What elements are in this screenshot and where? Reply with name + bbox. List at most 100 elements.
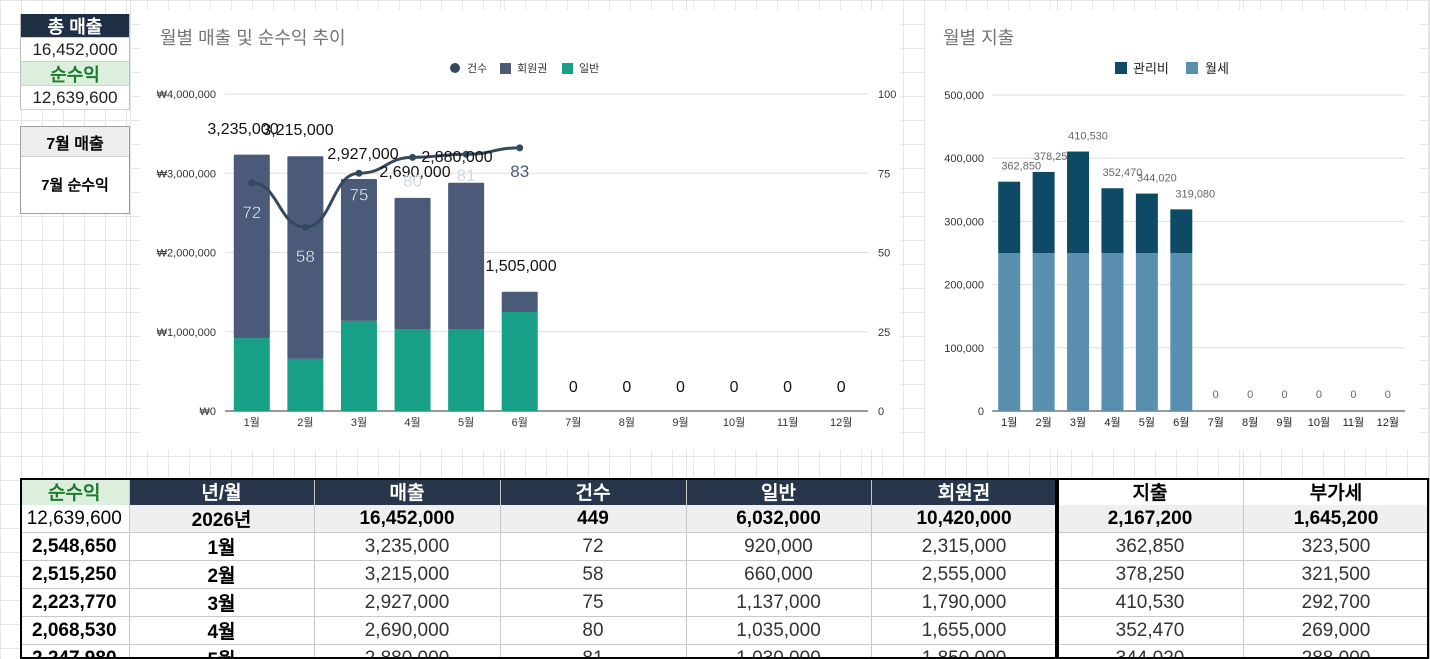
table-cell[interactable]: 2,555,000 xyxy=(871,560,1058,589)
total-label: 3,235,000 xyxy=(207,121,278,138)
sales-chart-svg: 건수 회원권 일반 ₩4,000,000 100 ₩3,000,000 75 ₩2,000,0… xyxy=(157,61,897,429)
table-cell[interactable]: 3,235,000 xyxy=(314,532,501,561)
y-right-tick: 50 xyxy=(878,248,890,260)
header-cell[interactable]: 매출 xyxy=(314,478,501,505)
table-cell[interactable]: 1,035,000 xyxy=(686,616,872,645)
total-label: 0 xyxy=(730,379,739,396)
bar-rent xyxy=(1101,253,1124,411)
table-cell[interactable]: 2,515,250 xyxy=(20,560,130,589)
header-cell[interactable]: 부가세 xyxy=(1243,478,1430,505)
total-cell[interactable]: 6,032,000 xyxy=(686,505,872,533)
table-cell[interactable]: 1,655,000 xyxy=(871,616,1058,645)
table-cell[interactable]: 2,880,000 xyxy=(314,644,501,659)
legend-label: 건수 xyxy=(467,62,487,75)
total-sales-label[interactable]: 총 매출 xyxy=(20,14,130,38)
y-tick: 400,000 xyxy=(944,153,984,165)
total-label: 344,020 xyxy=(1137,173,1177,185)
count-label: 72 xyxy=(242,203,261,222)
table-cell[interactable]: 58 xyxy=(500,560,687,589)
table-cell[interactable]: 362,850 xyxy=(1057,532,1244,561)
bar-membership xyxy=(233,154,270,339)
sales-chart-title: 월별 매출 및 순수익 추이 xyxy=(160,28,346,48)
x-tick-label: 7월 xyxy=(1208,416,1224,429)
count-point xyxy=(301,223,309,231)
bar-general xyxy=(340,320,377,411)
table-cell[interactable]: 1월 xyxy=(129,532,315,561)
x-tick-label: 4월 xyxy=(404,416,420,429)
total-cell[interactable]: 1,645,200 xyxy=(1243,505,1430,533)
table-cell[interactable]: 2,315,000 xyxy=(871,532,1058,561)
table-cell[interactable]: 2,548,650 xyxy=(20,532,130,561)
header-cell[interactable]: 년/월 xyxy=(129,478,315,505)
total-cell[interactable]: 2,167,200 xyxy=(1057,505,1244,533)
table-cell[interactable]: 75 xyxy=(500,588,687,617)
net-profit-value[interactable]: 12,639,600 xyxy=(20,86,130,110)
x-tick-label: 5월 xyxy=(458,416,474,429)
total-label: 352,470 xyxy=(1103,167,1143,179)
y-right-tick: 75 xyxy=(878,168,890,180)
x-tick-label: 11월 xyxy=(777,416,799,429)
expense-chart-title: 월별 지출 xyxy=(943,28,1015,48)
header-cell[interactable]: 회원권 xyxy=(871,478,1058,505)
legend-marker-mgmt xyxy=(1115,62,1127,74)
total-label: 410,530 xyxy=(1068,131,1108,143)
table-cell[interactable]: 1,850,000 xyxy=(871,644,1058,659)
x-tick-label: 1월 xyxy=(1001,416,1017,429)
expense-chart[interactable]: 월별 지출 관리비 월세 500,000 400,000 300,000 200,000 1… xyxy=(925,10,1420,450)
table-cell[interactable]: 288,000 xyxy=(1243,644,1430,659)
header-cell[interactable]: 일반 xyxy=(686,478,872,505)
x-tick-label: 4월 xyxy=(1104,416,1120,429)
table-cell[interactable]: 292,700 xyxy=(1243,588,1430,617)
table-cell[interactable]: 81 xyxy=(500,644,687,659)
table-cell[interactable]: 3,215,000 xyxy=(314,560,501,589)
legend-marker-count xyxy=(450,63,460,73)
total-cell[interactable]: 2026년 xyxy=(129,505,315,533)
table-cell[interactable]: 378,250 xyxy=(1057,560,1244,589)
table-cell[interactable]: 1,030,000 xyxy=(686,644,872,659)
header-cell[interactable]: 건수 xyxy=(500,478,687,505)
table-header-row: 순수익 년/월 매출 건수 일반 회원권 지출 부가세 xyxy=(20,478,1430,505)
table-cell[interactable]: 3월 xyxy=(129,588,315,617)
table-cell[interactable]: 920,000 xyxy=(686,532,872,561)
count-point xyxy=(248,179,256,187)
table-cell[interactable]: 4월 xyxy=(129,616,315,645)
table-cell[interactable]: 5월 xyxy=(129,644,315,659)
total-cell[interactable]: 16,452,000 xyxy=(314,505,501,533)
table-cell[interactable]: 2,927,000 xyxy=(314,588,501,617)
header-cell[interactable]: 순수익 xyxy=(20,478,130,505)
july-sales-label[interactable]: 7월 매출 xyxy=(21,127,129,157)
sales-chart[interactable]: 월별 매출 및 순수익 추이 건수 회원권 일반 ₩4,000,000 100 ₩3,00… xyxy=(140,10,900,450)
table-cell[interactable]: 2,247,980 xyxy=(20,644,130,659)
total-cell[interactable]: 449 xyxy=(500,505,687,533)
table-cell[interactable]: 80 xyxy=(500,616,687,645)
total-cell[interactable]: 10,420,000 xyxy=(871,505,1058,533)
table-cell[interactable]: 2,068,530 xyxy=(20,616,130,645)
legend-marker-2 xyxy=(562,63,573,74)
table-cell[interactable]: 72 xyxy=(500,532,687,561)
monthly-table: 순수익 년/월 매출 건수 일반 회원권 지출 부가세 12,639,600 2026년 16,45… xyxy=(20,478,1430,659)
bar-mgmt xyxy=(1170,209,1193,253)
net-profit-label[interactable]: 순수익 xyxy=(20,62,130,86)
x-tick-label: 10월 xyxy=(1308,416,1330,429)
table-cell[interactable]: 660,000 xyxy=(686,560,872,589)
table-cell[interactable]: 410,530 xyxy=(1057,588,1244,617)
table-cell[interactable]: 1,790,000 xyxy=(871,588,1058,617)
total-sales-value[interactable]: 16,452,000 xyxy=(20,38,130,62)
table-cell[interactable]: 2,690,000 xyxy=(314,616,501,645)
table-row: 2,548,650 1월 3,235,000 72 920,000 2,315,000 36… xyxy=(20,532,1430,561)
table-cell[interactable]: 269,000 xyxy=(1243,616,1430,645)
header-cell[interactable]: 지출 xyxy=(1057,478,1244,505)
bar-membership xyxy=(448,182,485,330)
table-cell[interactable]: 1,137,000 xyxy=(686,588,872,617)
table-cell[interactable]: 321,500 xyxy=(1243,560,1430,589)
table-cell[interactable]: 2,223,770 xyxy=(20,588,130,617)
july-summary-box: 7월 매출 7월 순수익 xyxy=(20,126,130,214)
table-cell[interactable]: 323,500 xyxy=(1243,532,1430,561)
x-tick-label: 9월 xyxy=(672,416,688,429)
total-cell[interactable]: 12,639,600 xyxy=(20,505,130,533)
table-cell[interactable]: 352,470 xyxy=(1057,616,1244,645)
july-profit-label[interactable]: 7월 순수익 xyxy=(41,176,109,194)
table-cell[interactable]: 344,020 xyxy=(1057,644,1244,659)
table-cell[interactable]: 2월 xyxy=(129,560,315,589)
x-tick-label: 8월 xyxy=(1242,416,1258,429)
